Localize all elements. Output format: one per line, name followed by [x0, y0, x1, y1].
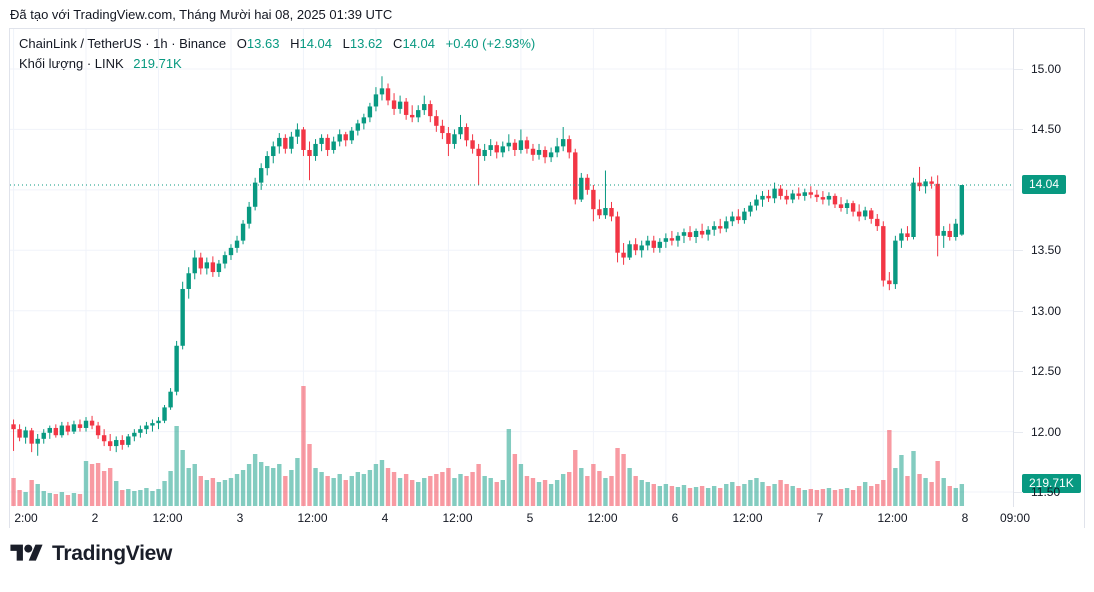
- time-tick-label: 4: [381, 511, 389, 525]
- time-tick-label: 3: [236, 511, 244, 525]
- brand-text: TradingView: [52, 541, 173, 565]
- footer: TradingView: [10, 541, 172, 566]
- price-tick-mark: [1014, 129, 1023, 131]
- time-tick-label: 6: [671, 511, 679, 525]
- time-tick-label: 12:00: [442, 511, 473, 525]
- time-tick-label: 12:00: [877, 511, 908, 525]
- volume-layer: [11, 386, 965, 506]
- ohlc-high-value: 14.04: [299, 36, 333, 51]
- time-axis[interactable]: 2:00 2 12:00 3 12:00 4 12:00 5 12:00 6 12:00 7 12:00…: [10, 508, 1084, 528]
- price-tick-label: 15.00: [1031, 62, 1062, 76]
- price-tick-label: 12.50: [1031, 364, 1062, 379]
- time-tick-label: 12:00: [152, 511, 183, 525]
- price-tick-label: 13.50: [1031, 243, 1062, 258]
- time-tick-label: 2: [91, 511, 99, 525]
- price-tick-mark: [1014, 310, 1023, 312]
- legend-volume-row[interactable]: Khối lượng · LINK 219.71K: [19, 54, 535, 74]
- time-tick-label: 12:00: [297, 511, 328, 525]
- ohlc-low-label: L: [342, 36, 350, 51]
- price-tick-mark: [1014, 492, 1023, 493]
- last-volume-badge: 219.71K: [1022, 474, 1081, 494]
- ohlc-high-label: H: [290, 36, 300, 51]
- time-tick-label: 09:00: [999, 511, 1031, 525]
- chart-widget: ChainLink / TetherUS · 1h · Binance O13.…: [9, 28, 1085, 528]
- chart-legend: ChainLink / TetherUS · 1h · Binance O13.…: [19, 34, 535, 74]
- ohlc-open-label: O: [236, 36, 247, 51]
- tradingview-logo-icon: [10, 544, 43, 561]
- last-price-badge: 14.04: [1022, 175, 1067, 195]
- change-value: +0.40 (+2.93%): [445, 36, 536, 51]
- time-tick-label: 7: [816, 511, 824, 525]
- time-tick-label: 8: [961, 511, 969, 525]
- chart-pane[interactable]: ChainLink / TetherUS · 1h · Binance O13.…: [10, 29, 1013, 507]
- candles-layer: [11, 76, 965, 456]
- price-tick-mark: [1014, 69, 1023, 70]
- ohlc-close-label: C: [393, 36, 403, 51]
- symbol-title[interactable]: ChainLink / TetherUS · 1h · Binance: [19, 36, 227, 51]
- price-tick-mark: [1014, 371, 1023, 373]
- time-tick-label: 2:00: [14, 511, 38, 525]
- ohlc-open-value: 13.63: [246, 36, 280, 51]
- grid-layer: [10, 29, 1013, 507]
- time-tick-label: 12:00: [732, 511, 763, 525]
- price-axis[interactable]: 14.04 219.71K 15.00 14.50 13.50 13.00 12.50 1…: [1013, 29, 1086, 507]
- price-tick-label: 12.00: [1031, 424, 1062, 439]
- volume-study-value: 219.71K: [133, 56, 182, 71]
- price-tick-mark: [1014, 250, 1023, 252]
- tradingview-logo-link[interactable]: TradingView: [10, 541, 172, 566]
- time-tick-label: 12:00: [587, 511, 618, 525]
- time-tick-label: 5: [526, 511, 534, 525]
- ohlc-low-value: 13.62: [349, 36, 383, 51]
- volume-study-label[interactable]: Khối lượng · LINK: [19, 56, 124, 71]
- chart-canvas[interactable]: [10, 29, 1013, 507]
- price-tick-mark: [1014, 431, 1023, 433]
- legend-symbol-row[interactable]: ChainLink / TetherUS · 1h · Binance O13.…: [19, 34, 535, 54]
- price-tick-label: 14.50: [1031, 122, 1062, 137]
- ohlc-close-value: 14.04: [402, 36, 435, 51]
- price-tick-label: 11.50: [1031, 485, 1061, 499]
- attribution-text[interactable]: Đã tạo với TradingView.com, Tháng Mười h…: [10, 7, 393, 22]
- price-tick-label: 13.00: [1031, 303, 1062, 318]
